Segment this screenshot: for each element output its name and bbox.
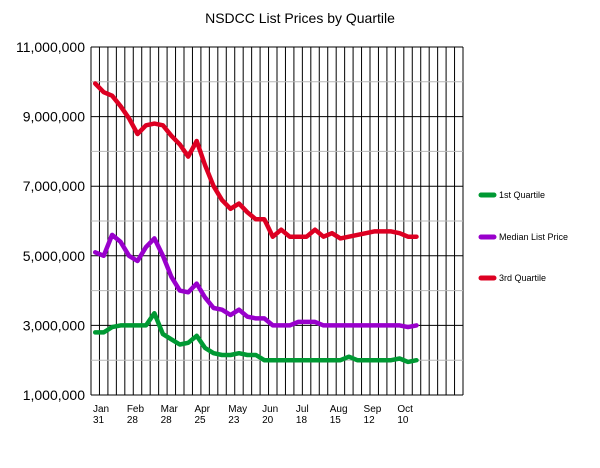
y-tick-label: 11,000,000 <box>16 39 85 55</box>
x-tick-month-label: Mar <box>161 404 179 415</box>
y-tick-label: 5,000,000 <box>23 248 85 264</box>
y-tick-label: 3,000,000 <box>23 317 85 333</box>
x-tick-day-label: 31 <box>93 415 105 426</box>
x-tick-day-label: 15 <box>330 415 342 426</box>
legend: 1st Quartile Median List Price 3rd Quartil… <box>478 190 568 283</box>
x-tick-month-label: Oct <box>397 404 413 415</box>
x-tick-month-label: May <box>228 404 247 415</box>
x-tick-month-label: Feb <box>127 404 145 415</box>
series-lines <box>92 81 419 365</box>
legend-label: Median List Price <box>499 232 568 242</box>
axes: 1,000,000 3,000,000 5,000,000 7,000,000 9,00… <box>16 39 413 426</box>
x-tick-day-label: 18 <box>296 415 308 426</box>
x-tick-month-label: Jul <box>296 404 309 415</box>
grid <box>90 46 464 396</box>
series-line <box>92 81 419 241</box>
series-line <box>92 232 419 330</box>
x-tick-day-label: 28 <box>161 415 173 426</box>
y-tick-label: 9,000,000 <box>23 109 85 125</box>
x-tick-day-label: 28 <box>127 415 139 426</box>
legend-label: 1st Quartile <box>499 190 545 200</box>
x-tick-day-label: 25 <box>194 415 206 426</box>
y-tick-label: 1,000,000 <box>23 387 85 403</box>
x-tick-day-label: 23 <box>228 415 240 426</box>
x-tick-day-label: 20 <box>262 415 274 426</box>
x-tick-day-label: 12 <box>364 415 376 426</box>
y-tick-label: 7,000,000 <box>23 178 85 194</box>
series-line <box>92 310 419 365</box>
x-tick-month-label: Jun <box>262 404 278 415</box>
legend-label: 3rd Quartile <box>499 273 546 283</box>
x-tick-month-label: Jan <box>93 404 109 415</box>
x-tick-month-label: Sep <box>364 404 382 415</box>
x-tick-day-label: 10 <box>397 415 409 426</box>
x-tick-month-label: Apr <box>194 404 210 415</box>
x-tick-month-label: Aug <box>330 404 348 415</box>
chart-title: NSDCC List Prices by Quartile <box>205 10 395 26</box>
